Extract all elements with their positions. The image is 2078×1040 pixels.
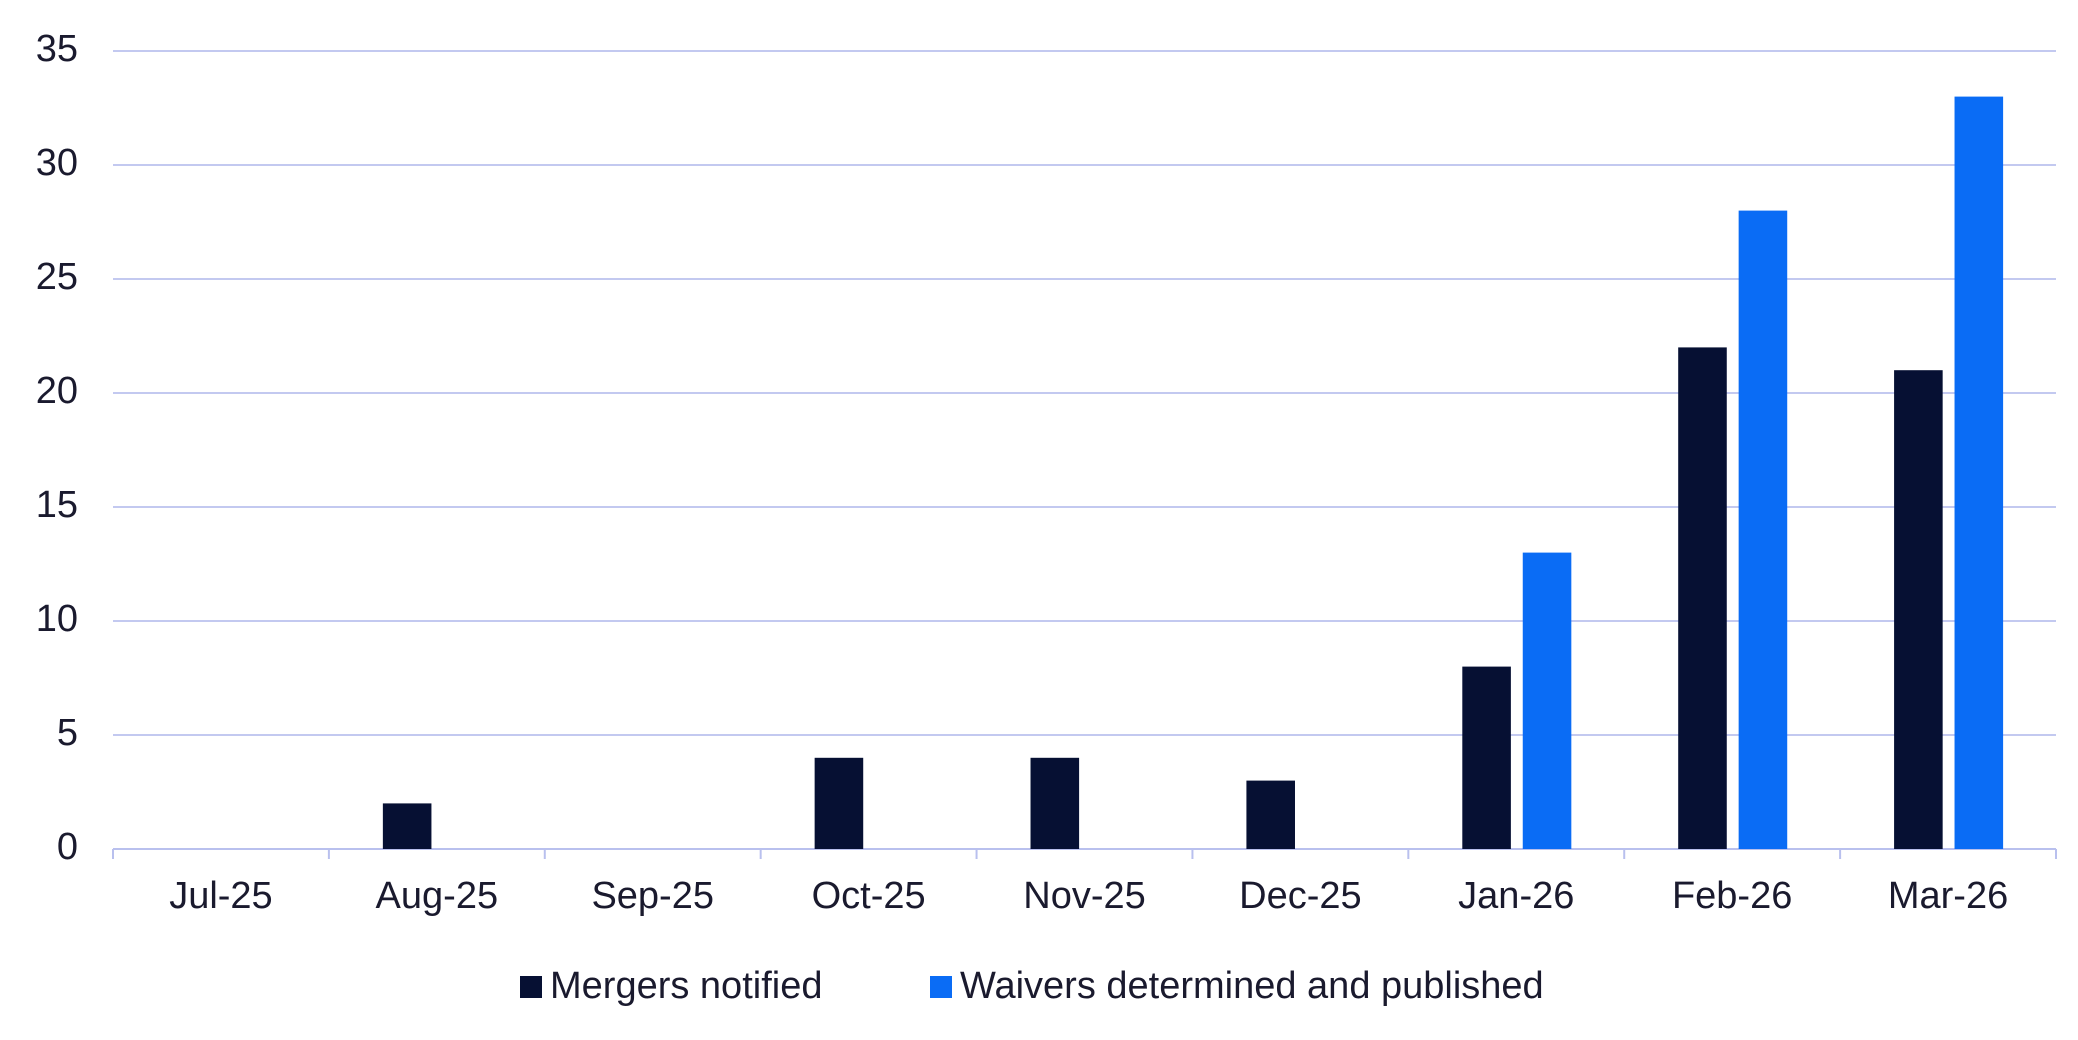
- x-tick-label: Dec-25: [1239, 875, 1362, 917]
- x-tick-label: Oct-25: [812, 875, 926, 917]
- bar: [1462, 666, 1511, 849]
- bar: [1954, 96, 2004, 850]
- x-tick-label: Aug-25: [376, 875, 499, 917]
- bar: [814, 757, 864, 849]
- y-tick-label: 35: [36, 28, 78, 70]
- x-tick-label: Feb-26: [1672, 875, 1792, 917]
- legend-swatch: [930, 976, 952, 998]
- y-tick-label: 10: [36, 598, 78, 640]
- y-tick-label: 15: [36, 484, 78, 526]
- bar: [1678, 347, 1727, 849]
- x-tick-label: Jul-25: [169, 875, 273, 917]
- x-tick-label: Nov-25: [1023, 875, 1146, 917]
- legend-swatch: [520, 976, 542, 998]
- legend-label: Waivers determined and published: [960, 965, 1544, 1007]
- y-tick-label: 25: [36, 256, 78, 298]
- y-tick-label: 20: [36, 370, 78, 412]
- bar: [1030, 757, 1080, 849]
- bar: [1894, 370, 1943, 849]
- x-tick-label: Jan-26: [1458, 875, 1574, 917]
- bar: [1522, 552, 1572, 849]
- x-tick-label: Sep-25: [591, 875, 714, 917]
- y-tick-label: 30: [36, 142, 78, 184]
- bar: [382, 803, 432, 849]
- legend-label: Mergers notified: [550, 965, 822, 1007]
- x-tick-label: Mar-26: [1888, 875, 2008, 917]
- bar: [1738, 210, 1788, 850]
- y-tick-label: 0: [57, 826, 78, 868]
- bar: [1246, 780, 1295, 849]
- y-tick-label: 5: [57, 712, 78, 754]
